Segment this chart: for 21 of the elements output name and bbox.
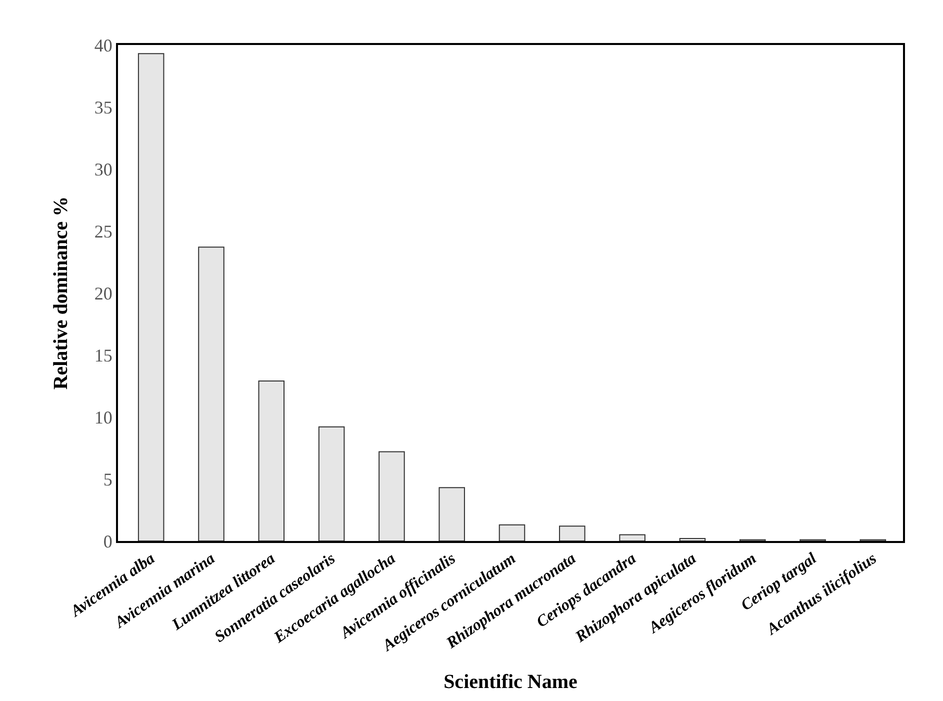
bar — [378, 451, 405, 541]
y-tick-label: 40 — [94, 35, 112, 56]
y-tick-label: 35 — [94, 97, 112, 118]
bar — [498, 524, 526, 541]
y-tick-label: 10 — [94, 407, 112, 428]
y-axis-title: Relative dominance % — [50, 196, 72, 390]
bar — [198, 246, 224, 541]
y-tick-label: 0 — [103, 531, 112, 552]
y-tick-label: 15 — [94, 345, 112, 366]
bar — [679, 538, 706, 541]
y-tick-label: 30 — [94, 159, 112, 180]
bar — [258, 380, 285, 541]
bar — [138, 53, 164, 541]
bar — [619, 534, 646, 541]
y-tick-label: 20 — [94, 283, 112, 304]
x-axis-title: Scientific Name — [444, 671, 578, 694]
bar — [318, 426, 345, 541]
bar — [559, 526, 586, 541]
y-tick-label: 5 — [103, 469, 112, 490]
bar — [438, 487, 465, 541]
y-tick-label: 25 — [94, 221, 112, 242]
